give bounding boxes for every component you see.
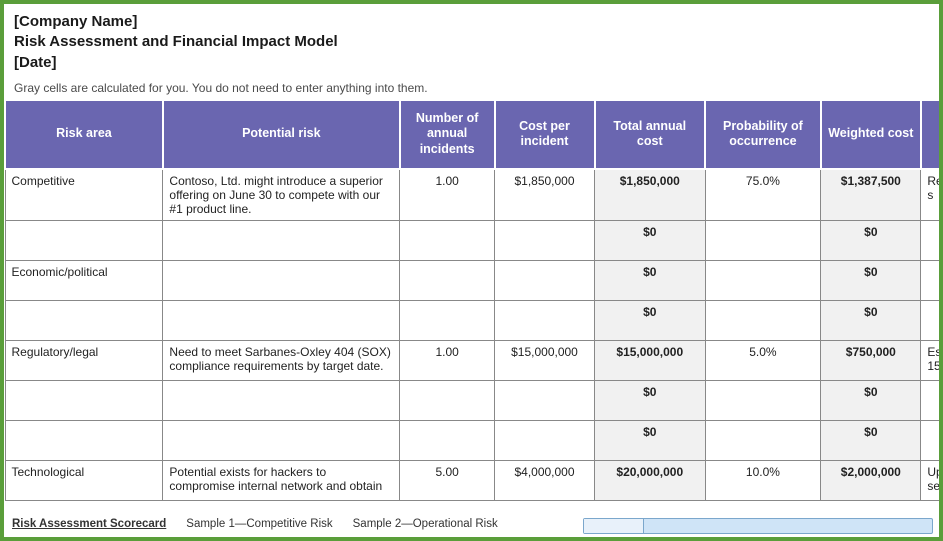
cell-mitigation[interactable]	[921, 260, 939, 300]
table-row: Economic/political $0 $0	[5, 260, 939, 300]
cell-total-annual-cost[interactable]: $0	[595, 220, 706, 260]
cell-num-incidents[interactable]	[400, 380, 495, 420]
cell-mitigation[interactable]: Reduce pric the volume s	[921, 169, 939, 221]
tab-sample-2[interactable]: Sample 2—Operational Risk	[353, 518, 498, 530]
cell-cost-per-incident[interactable]: $4,000,000	[495, 460, 595, 500]
cell-cost-per-incident[interactable]	[495, 300, 595, 340]
cell-weighted-cost[interactable]: $0	[821, 300, 921, 340]
cell-potential-risk[interactable]	[163, 380, 400, 420]
cell-cost-per-incident[interactable]	[495, 420, 595, 460]
cell-cost-per-incident[interactable]	[495, 220, 595, 260]
cell-potential-risk[interactable]: Contoso, Ltd. might introduce a superior…	[163, 169, 400, 221]
table-row: CompetitiveContoso, Ltd. might introduce…	[5, 169, 939, 221]
cell-mitigation[interactable]	[921, 220, 939, 260]
cell-weighted-cost[interactable]: $2,000,000	[821, 460, 921, 500]
cell-risk-area[interactable]	[5, 300, 163, 340]
cell-risk-area[interactable]: Economic/political	[5, 260, 163, 300]
cell-risk-area[interactable]: Competitive	[5, 169, 163, 221]
col-risk-area[interactable]: Risk area	[5, 100, 163, 169]
cell-risk-area[interactable]: Technological	[5, 460, 163, 500]
document-title: Risk Assessment and Financial Impact Mod…	[14, 32, 929, 52]
cell-total-annual-cost[interactable]: $0	[595, 420, 706, 460]
cell-probability[interactable]	[705, 380, 821, 420]
col-total-annual-cost[interactable]: Total annual cost	[595, 100, 706, 169]
cell-risk-area[interactable]	[5, 380, 163, 420]
col-weighted-cost[interactable]: Weighted cost	[821, 100, 921, 169]
table-row: TechnologicalPotential exists for hacker…	[5, 460, 939, 500]
cell-mitigation[interactable]	[921, 380, 939, 420]
cell-risk-area[interactable]	[5, 220, 163, 260]
cell-mitigation[interactable]	[921, 420, 939, 460]
tab-sample-1[interactable]: Sample 1—Competitive Risk	[186, 518, 332, 530]
scrollbar-thumb[interactable]	[584, 519, 644, 533]
cell-risk-area[interactable]: Regulatory/legal	[5, 340, 163, 380]
cell-risk-area[interactable]	[5, 420, 163, 460]
cell-potential-risk[interactable]	[163, 420, 400, 460]
cell-cost-per-incident[interactable]: $15,000,000	[495, 340, 595, 380]
cell-potential-risk[interactable]	[163, 300, 400, 340]
cell-probability[interactable]	[705, 300, 821, 340]
table-header-row: Risk area Potential risk Number of annua…	[5, 100, 939, 169]
table-row: $0 $0	[5, 300, 939, 340]
table-row: Regulatory/legalNeed to meet Sarbanes-Ox…	[5, 340, 939, 380]
company-name: [Company Name]	[14, 12, 929, 32]
sheet-area: Risk area Potential risk Number of annua…	[4, 99, 939, 501]
cell-total-annual-cost[interactable]: $0	[595, 380, 706, 420]
document-date: [Date]	[14, 53, 929, 73]
table-row: $0 $0	[5, 380, 939, 420]
cell-probability[interactable]: 5.0%	[705, 340, 821, 380]
cell-total-annual-cost[interactable]: $0	[595, 300, 706, 340]
table-row: $0 $0	[5, 220, 939, 260]
cell-weighted-cost[interactable]: $1,387,500	[821, 169, 921, 221]
cell-weighted-cost[interactable]: $0	[821, 260, 921, 300]
cell-cost-per-incident[interactable]: $1,850,000	[495, 169, 595, 221]
col-cost-per-incident[interactable]: Cost per incident	[495, 100, 595, 169]
cell-total-annual-cost[interactable]: $15,000,000	[595, 340, 706, 380]
cell-num-incidents[interactable]	[400, 220, 495, 260]
cell-mitigation[interactable]: Establish SO January 15 t before requi	[921, 340, 939, 380]
cell-num-incidents[interactable]	[400, 420, 495, 460]
cell-potential-risk[interactable]	[163, 260, 400, 300]
cell-weighted-cost[interactable]: $0	[821, 420, 921, 460]
cell-num-incidents[interactable]: 5.00	[400, 460, 495, 500]
cell-cost-per-incident[interactable]	[495, 260, 595, 300]
col-potential-risk[interactable]: Potential risk	[163, 100, 400, 169]
cell-num-incidents[interactable]: 1.00	[400, 169, 495, 221]
cell-probability[interactable]	[705, 220, 821, 260]
cell-total-annual-cost[interactable]: $0	[595, 260, 706, 300]
cell-potential-risk[interactable]: Potential exists for hackers to compromi…	[163, 460, 400, 500]
cell-probability[interactable]	[705, 420, 821, 460]
col-num-incidents[interactable]: Number of annual incidents	[400, 100, 495, 169]
cell-weighted-cost[interactable]: $750,000	[821, 340, 921, 380]
table-row: $0 $0	[5, 420, 939, 460]
cell-num-incidents[interactable]	[400, 300, 495, 340]
cell-num-incidents[interactable]: 1.00	[400, 340, 495, 380]
cell-mitigation[interactable]	[921, 300, 939, 340]
col-mitigation[interactable]: Mitigati	[921, 100, 939, 169]
col-probability[interactable]: Probability of occurrence	[705, 100, 821, 169]
cell-potential-risk[interactable]	[163, 220, 400, 260]
tab-scorecard[interactable]: Risk Assessment Scorecard	[12, 518, 166, 530]
cell-mitigation[interactable]: Upgrade fire proxy server	[921, 460, 939, 500]
cell-probability[interactable]: 75.0%	[705, 169, 821, 221]
cell-num-incidents[interactable]	[400, 260, 495, 300]
horizontal-scrollbar[interactable]	[583, 518, 933, 534]
cell-weighted-cost[interactable]: $0	[821, 220, 921, 260]
risk-table: Risk area Potential risk Number of annua…	[4, 99, 939, 501]
cell-probability[interactable]: 10.0%	[705, 460, 821, 500]
cell-total-annual-cost[interactable]: $20,000,000	[595, 460, 706, 500]
cell-weighted-cost[interactable]: $0	[821, 380, 921, 420]
cell-probability[interactable]	[705, 260, 821, 300]
cell-potential-risk[interactable]: Need to meet Sarbanes-Oxley 404 (SOX) co…	[163, 340, 400, 380]
cell-total-annual-cost[interactable]: $1,850,000	[595, 169, 706, 221]
cell-cost-per-incident[interactable]	[495, 380, 595, 420]
document-header: [Company Name] Risk Assessment and Finan…	[4, 4, 939, 75]
instruction-text: Gray cells are calculated for you. You d…	[4, 75, 939, 99]
